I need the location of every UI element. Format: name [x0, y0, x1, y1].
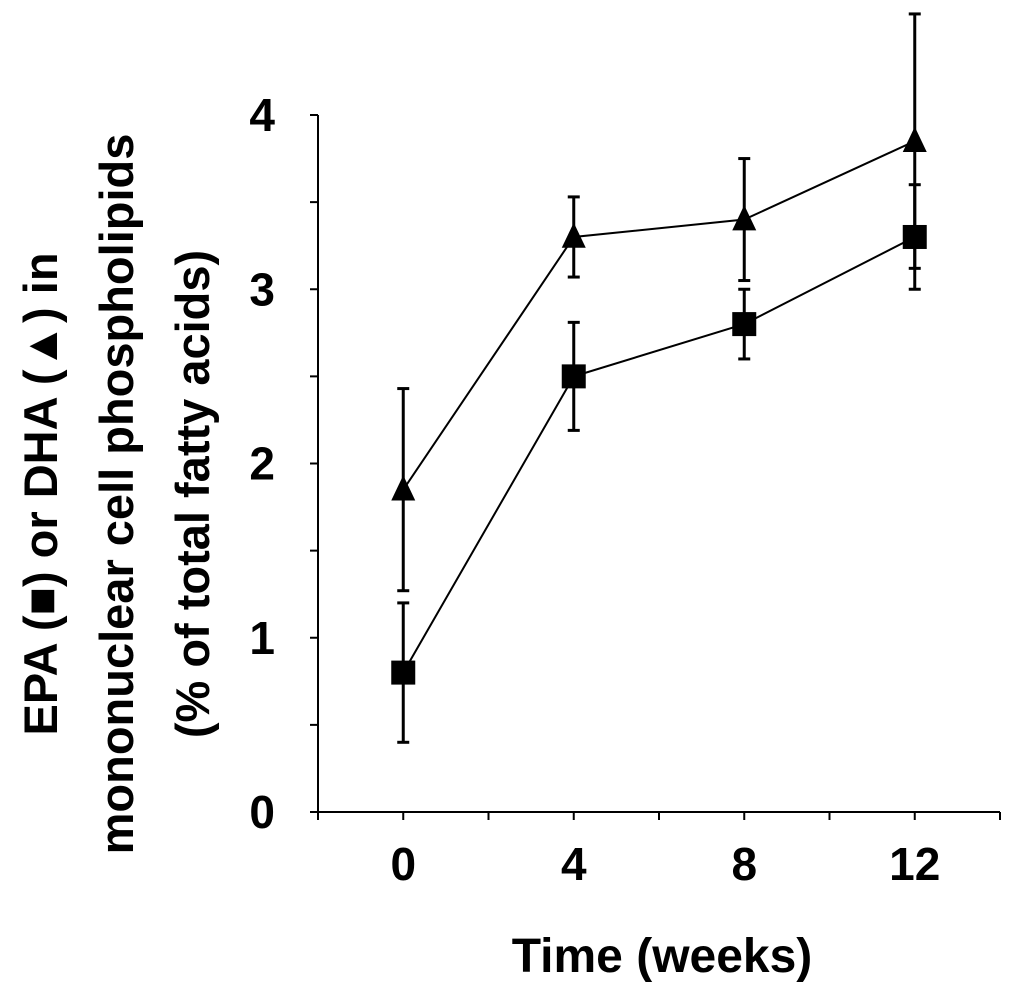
- data-point-triangle: [561, 222, 586, 248]
- y-axis-title-line-3: (% of total fatty acids): [166, 250, 219, 738]
- x-tick-label: 4: [561, 838, 587, 890]
- y-tick-label: 3: [249, 263, 275, 315]
- y-tick-label: 4: [249, 89, 275, 141]
- y-axis-title-line-1: EPA (■) or DHA (▲) in: [14, 252, 67, 735]
- data-point-triangle: [732, 205, 757, 231]
- data-point-square: [391, 660, 416, 685]
- y-tick-label: 2: [249, 438, 275, 490]
- series-square: [391, 183, 927, 744]
- x-tick-label: 0: [390, 838, 416, 890]
- series-line-triangle: [402, 140, 916, 491]
- series-layer: [391, 12, 927, 744]
- series-triangle: [391, 12, 927, 593]
- data-point-triangle: [391, 475, 416, 501]
- series-line-square: [402, 236, 916, 674]
- y-axis-title-line-2: mononuclear cell phospholipids: [90, 134, 143, 855]
- data-point-square: [732, 312, 757, 337]
- data-point-square: [561, 364, 586, 389]
- y-tick-label: 0: [249, 786, 275, 838]
- x-axis-title: Time (weeks): [512, 930, 813, 983]
- data-point-triangle: [902, 126, 927, 152]
- x-tick-label: 12: [889, 838, 940, 890]
- labels: Time (weeks) EPA (■) or DHA (▲) in monon…: [14, 134, 812, 983]
- y-tick-label: 1: [249, 612, 275, 664]
- data-point-square: [902, 224, 927, 249]
- x-tick-label: 8: [731, 838, 757, 890]
